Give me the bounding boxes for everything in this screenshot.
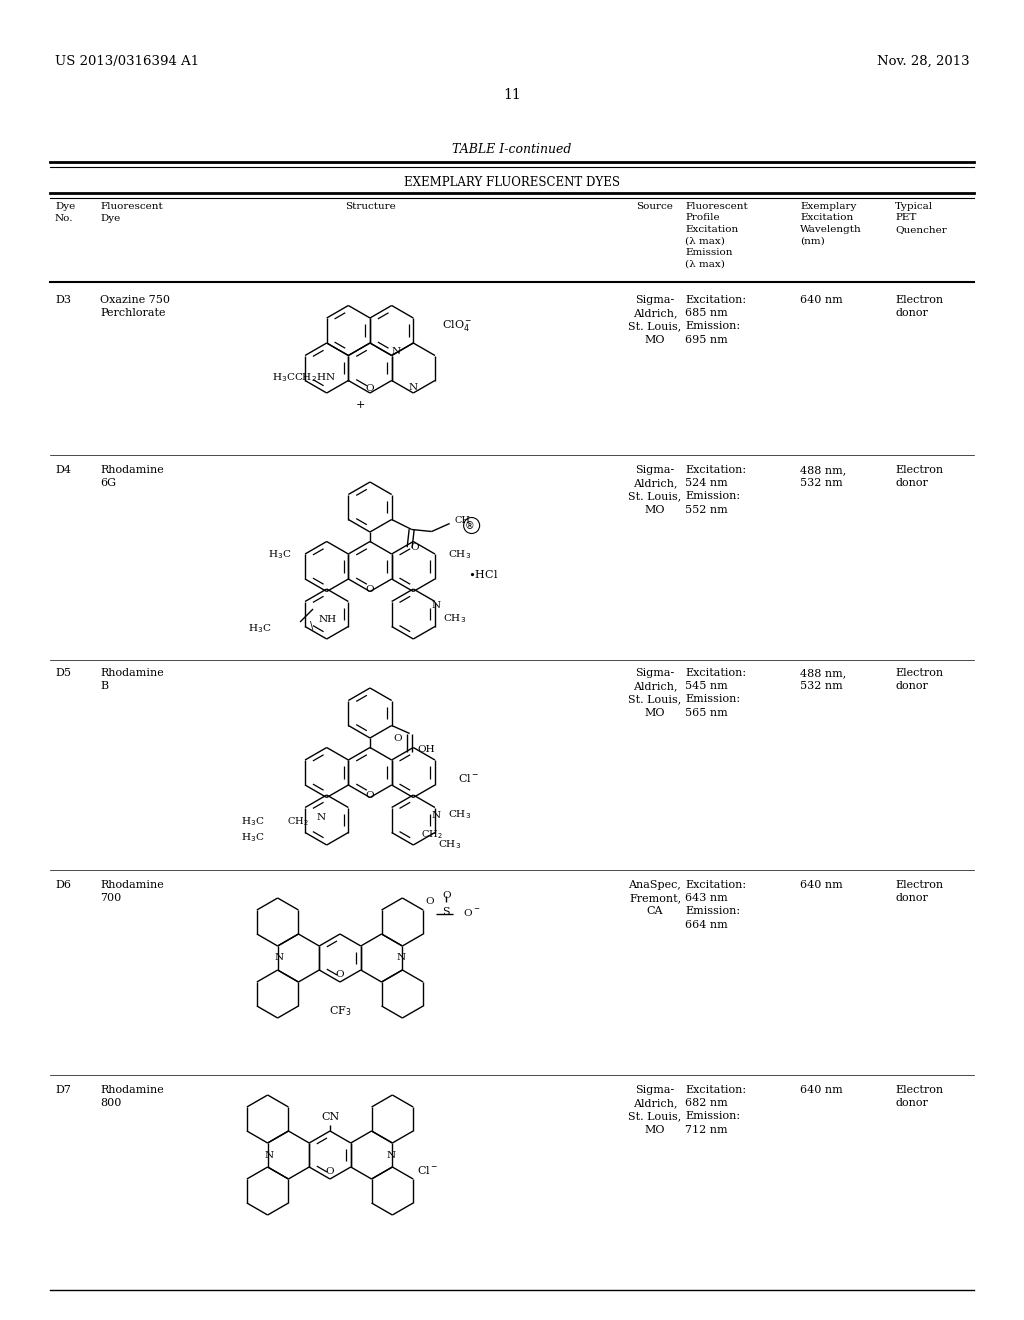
Text: CH$_3$: CH$_3$: [449, 809, 471, 821]
Text: N: N: [316, 813, 326, 822]
Text: 640 nm: 640 nm: [800, 880, 843, 890]
Text: O: O: [411, 543, 419, 552]
Text: Sigma-
Aldrich,
St. Louis,
MO: Sigma- Aldrich, St. Louis, MO: [629, 465, 682, 515]
Text: H$_3$C: H$_3$C: [248, 623, 271, 635]
Text: D4: D4: [55, 465, 71, 475]
Text: Rhodamine
800: Rhodamine 800: [100, 1085, 164, 1109]
Text: $\circledR$: $\circledR$: [465, 520, 475, 532]
Text: Exemplary
Excitation
Wavelength
(nm): Exemplary Excitation Wavelength (nm): [800, 202, 862, 246]
Text: CH$_2$: CH$_2$: [421, 829, 443, 841]
Text: D6: D6: [55, 880, 71, 890]
Text: Fluorescent
Dye: Fluorescent Dye: [100, 202, 163, 223]
Text: Excitation:
643 nm
Emission:
664 nm: Excitation: 643 nm Emission: 664 nm: [685, 880, 746, 929]
Text: Typical
PET
Quencher: Typical PET Quencher: [895, 202, 947, 234]
Text: Dye
No.: Dye No.: [55, 202, 75, 223]
Text: O: O: [425, 898, 434, 907]
Text: N: N: [396, 953, 406, 962]
Text: +: +: [355, 400, 365, 411]
Text: AnaSpec,
Fremont,
CA: AnaSpec, Fremont, CA: [629, 880, 681, 916]
Text: H$_3$C: H$_3$C: [268, 548, 292, 561]
Text: 640 nm: 640 nm: [800, 294, 843, 305]
Text: N: N: [431, 602, 440, 610]
Text: O: O: [442, 891, 451, 900]
Text: N: N: [264, 1151, 273, 1159]
Text: N: N: [274, 953, 284, 962]
Text: CH: CH: [455, 516, 471, 525]
Text: Oxazine 750
Perchlorate: Oxazine 750 Perchlorate: [100, 294, 170, 318]
Text: N: N: [387, 1151, 396, 1159]
Text: OH: OH: [418, 744, 435, 754]
Text: Cl$^-$: Cl$^-$: [459, 771, 479, 784]
Text: Nov. 28, 2013: Nov. 28, 2013: [878, 55, 970, 69]
Text: CH$_3$: CH$_3$: [443, 612, 467, 626]
Text: O: O: [326, 1167, 334, 1176]
Text: Electron
donor: Electron donor: [895, 880, 943, 903]
Text: Electron
donor: Electron donor: [895, 668, 943, 692]
Text: CF$_3$: CF$_3$: [329, 1005, 351, 1018]
Text: O: O: [366, 585, 375, 594]
Text: Rhodamine
700: Rhodamine 700: [100, 880, 164, 903]
Text: 488 nm,
532 nm: 488 nm, 532 nm: [800, 668, 846, 692]
Text: CH$_2$: CH$_2$: [287, 816, 308, 829]
Text: H$_3$CCH$_2$HN: H$_3$CCH$_2$HN: [271, 372, 336, 384]
Text: N: N: [431, 810, 440, 820]
Text: CH$_3$: CH$_3$: [449, 548, 471, 561]
Text: CN: CN: [321, 1111, 339, 1122]
Text: Rhodamine
6G: Rhodamine 6G: [100, 465, 164, 488]
Text: O: O: [393, 734, 401, 743]
Text: US 2013/0316394 A1: US 2013/0316394 A1: [55, 55, 199, 69]
Text: O$^-$: O$^-$: [463, 907, 480, 917]
Text: CH$_3$: CH$_3$: [438, 838, 462, 851]
Text: $\bullet$HCl: $\bullet$HCl: [468, 569, 499, 581]
Text: Electron
donor: Electron donor: [895, 294, 943, 318]
Text: Excitation:
682 nm
Emission:
712 nm: Excitation: 682 nm Emission: 712 nm: [685, 1085, 746, 1135]
Text: $\backslash$: $\backslash$: [309, 619, 314, 632]
Text: O: O: [366, 791, 375, 800]
Text: H$_3$C: H$_3$C: [242, 832, 264, 845]
Text: ClO$_4^-$: ClO$_4^-$: [441, 318, 472, 333]
Text: NH: NH: [318, 615, 337, 623]
Text: TABLE I-continued: TABLE I-continued: [453, 143, 571, 156]
Text: N: N: [409, 384, 418, 392]
Text: Cl$^-$: Cl$^-$: [417, 1164, 438, 1176]
Text: O: O: [366, 384, 375, 393]
Text: S: S: [442, 907, 451, 917]
Text: O: O: [336, 970, 344, 979]
Text: Excitation:
685 nm
Emission:
695 nm: Excitation: 685 nm Emission: 695 nm: [685, 294, 746, 345]
Text: Structure: Structure: [345, 202, 395, 211]
Text: Sigma-
Aldrich,
St. Louis,
MO: Sigma- Aldrich, St. Louis, MO: [629, 294, 682, 345]
Text: D5: D5: [55, 668, 71, 678]
Text: Rhodamine
B: Rhodamine B: [100, 668, 164, 692]
Text: EXEMPLARY FLUORESCENT DYES: EXEMPLARY FLUORESCENT DYES: [404, 176, 620, 189]
Text: N: N: [391, 346, 400, 355]
Text: D3: D3: [55, 294, 71, 305]
Text: H$_3$C: H$_3$C: [242, 816, 264, 829]
Text: 488 nm,
532 nm: 488 nm, 532 nm: [800, 465, 846, 488]
Text: 11: 11: [503, 88, 521, 102]
Text: Excitation:
545 nm
Emission:
565 nm: Excitation: 545 nm Emission: 565 nm: [685, 668, 746, 718]
Text: Excitation:
524 nm
Emission:
552 nm: Excitation: 524 nm Emission: 552 nm: [685, 465, 746, 515]
Text: Fluorescent
Profile
Excitation
(λ max)
Emission
(λ max): Fluorescent Profile Excitation (λ max) E…: [685, 202, 748, 268]
Text: Sigma-
Aldrich,
St. Louis,
MO: Sigma- Aldrich, St. Louis, MO: [629, 1085, 682, 1135]
Text: 640 nm: 640 nm: [800, 1085, 843, 1096]
Text: Sigma-
Aldrich,
St. Louis,
MO: Sigma- Aldrich, St. Louis, MO: [629, 668, 682, 718]
Text: Electron
donor: Electron donor: [895, 465, 943, 488]
Text: D7: D7: [55, 1085, 71, 1096]
Text: Source: Source: [637, 202, 674, 211]
Text: Electron
donor: Electron donor: [895, 1085, 943, 1109]
